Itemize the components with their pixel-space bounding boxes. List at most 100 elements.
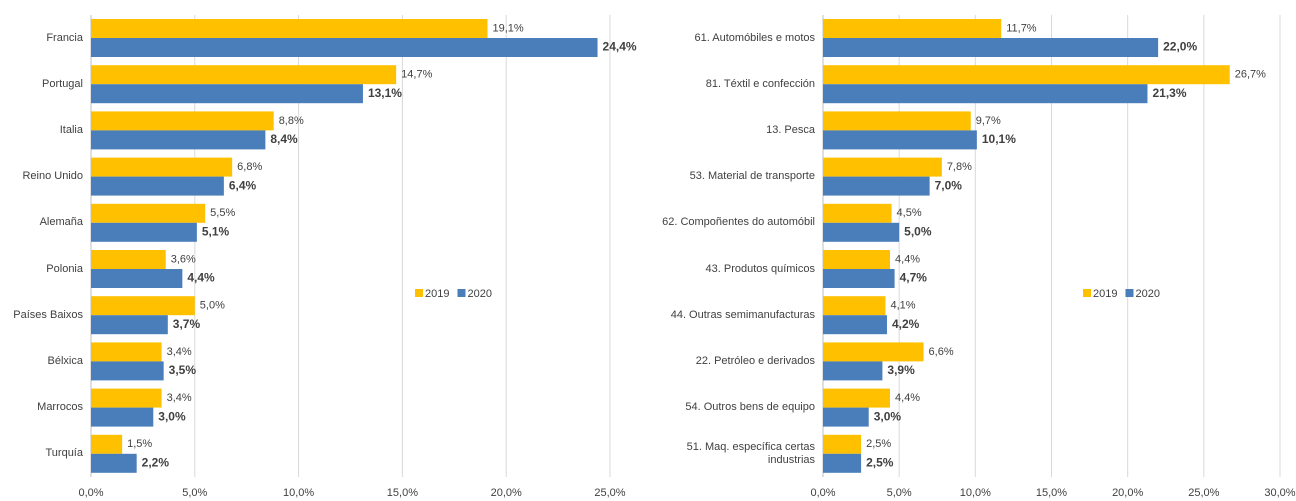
y-tick-label: 81. Téxtil e confección — [705, 77, 815, 90]
x-tick-label: 25,0% — [594, 487, 625, 499]
bar — [823, 157, 942, 177]
bar — [91, 19, 488, 38]
x-tick-label: 15,0% — [387, 487, 418, 499]
bar — [91, 111, 274, 131]
bar — [823, 296, 886, 316]
value-label: 19,1% — [493, 22, 524, 34]
y-tick-label: Alemaña — [39, 216, 83, 229]
value-label: 3,0% — [158, 409, 186, 423]
value-label: 3,7% — [173, 317, 201, 331]
bar — [91, 434, 123, 454]
category-label: 22. Petróleo e derivados — [695, 354, 815, 367]
legend-swatch — [415, 289, 423, 297]
y-tick-label: Marrocos — [37, 401, 83, 414]
legend-swatch — [1125, 289, 1134, 297]
value-label: 3,5% — [169, 363, 197, 377]
y-tick-label: Francia — [46, 31, 83, 44]
value-label: 4,2% — [892, 317, 920, 331]
category-label: 81. Téxtil e confección — [705, 77, 815, 90]
y-tick-label: Italia — [59, 123, 83, 136]
y-tick-label: Turquía — [45, 447, 83, 460]
value-label: 3,9% — [887, 363, 915, 377]
value-label: 6,6% — [929, 346, 954, 358]
y-tick-label: Portugal — [42, 77, 83, 90]
category-label: 13. Pesca — [766, 123, 815, 136]
category-label: Marrocos — [37, 401, 83, 414]
value-label: 1,5% — [127, 438, 152, 450]
bar — [823, 111, 971, 131]
category-label: Francia — [46, 31, 83, 44]
legend-label: 2019 — [1093, 288, 1117, 300]
category-label: 62. Compoñentes do automóbil — [662, 216, 815, 229]
value-label: 9,7% — [976, 115, 1001, 127]
bar — [91, 203, 206, 223]
x-tick-label: 0,0% — [78, 487, 103, 499]
x-tick-label: 5,0% — [182, 487, 207, 499]
value-label: 10,1% — [982, 132, 1016, 146]
bar — [91, 250, 166, 269]
bar — [823, 84, 1148, 104]
value-label: 7,0% — [935, 178, 963, 192]
y-tick-label: Polonia — [46, 262, 83, 275]
y-tick-label: 62. Compoñentes do automóbil — [662, 216, 815, 229]
bar — [91, 65, 397, 85]
category-label: 44. Outras semimanufacturas — [670, 308, 815, 321]
y-tick-label: 61. Automóbiles e motos — [694, 31, 815, 44]
value-label: 14,7% — [401, 69, 432, 81]
y-tick-label: 44. Outras semimanufacturas — [670, 308, 815, 321]
bar — [823, 434, 862, 454]
bar — [91, 342, 162, 362]
value-label: 4,4% — [187, 271, 215, 285]
x-tick-label: 15,0% — [1036, 487, 1067, 499]
legend-swatch — [1083, 289, 1091, 297]
bar — [823, 130, 977, 150]
value-label: 5,1% — [202, 224, 230, 238]
category-label: Turquía — [45, 447, 83, 460]
bar — [91, 361, 164, 381]
bar — [91, 388, 162, 408]
bar — [91, 84, 363, 104]
value-label: 5,5% — [210, 207, 235, 219]
category-label: 61. Automóbiles e motos — [694, 31, 815, 44]
y-tick-label: 22. Petróleo e derivados — [695, 354, 815, 367]
value-label: 26,7% — [1235, 69, 1266, 81]
bar — [823, 38, 1159, 57]
value-label: 5,0% — [904, 224, 932, 238]
category-label: Italia — [59, 123, 83, 136]
value-label: 21,3% — [1152, 86, 1186, 100]
bar — [823, 361, 883, 381]
category-label: Reino Unido — [22, 170, 83, 182]
bar — [823, 176, 930, 196]
bar — [823, 453, 862, 473]
value-label: 8,8% — [279, 115, 304, 127]
y-tick-label: 13. Pesca — [766, 123, 815, 136]
bar — [823, 19, 1002, 38]
value-label: 5,0% — [200, 300, 225, 312]
value-label: 2,5% — [866, 455, 894, 469]
bar — [823, 250, 891, 269]
value-label: 4,7% — [900, 271, 928, 285]
bar — [91, 269, 183, 288]
y-tick-label: 43. Produtos químicos — [705, 262, 815, 275]
value-label: 4,5% — [897, 207, 922, 219]
x-tick-label: 25,0% — [1188, 487, 1219, 499]
x-tick-label: 0,0% — [810, 487, 835, 499]
bar — [823, 315, 887, 335]
value-label: 4,4% — [895, 253, 920, 265]
legend-label: 2019 — [425, 288, 449, 300]
value-label: 3,4% — [167, 392, 192, 404]
value-label: 2,2% — [142, 455, 170, 469]
bar — [91, 157, 233, 177]
category-label: 51. Maq. específica certas industrias — [687, 441, 815, 466]
bar — [91, 296, 195, 316]
x-tick-label: 20,0% — [491, 487, 522, 499]
bar — [823, 65, 1230, 85]
y-tick-label: Bélxica — [47, 354, 83, 367]
category-label: 53. Material de transporte — [690, 170, 815, 182]
value-label: 24,4% — [603, 40, 637, 54]
x-tick-label: 10,0% — [960, 487, 991, 499]
bar — [91, 222, 197, 242]
value-label: 3,0% — [874, 409, 902, 423]
category-label: 54. Outros bens de equipo — [685, 401, 815, 413]
